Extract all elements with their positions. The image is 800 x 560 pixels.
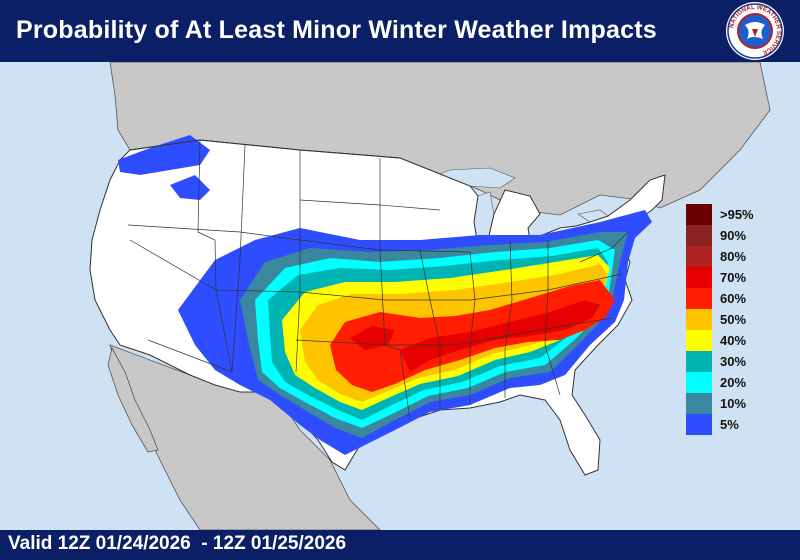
legend-item: 30%	[686, 351, 766, 372]
legend-label: 5%	[720, 417, 739, 432]
legend-swatch	[686, 246, 712, 267]
legend-swatch	[686, 351, 712, 372]
footer-bar: Valid 12Z 01/24/2026 - 12Z 01/25/2026	[0, 530, 800, 560]
prob-5pct-northwest	[118, 135, 210, 175]
state-borders	[127, 139, 629, 421]
border-line	[129, 139, 401, 159]
legend-label: 10%	[720, 396, 747, 411]
legend-label: 80%	[720, 249, 747, 264]
legend-label: >95%	[720, 207, 754, 222]
legend-label: 60%	[720, 291, 747, 306]
legend-item: 40%	[686, 330, 766, 351]
page-title: Probability of At Least Minor Winter Wea…	[16, 16, 657, 44]
legend-swatch	[686, 330, 712, 351]
legend-item: >95%	[686, 204, 766, 225]
valid-time-text: Valid 12Z 01/24/2026 - 12Z 01/25/2026	[8, 533, 347, 554]
legend-swatch	[686, 288, 712, 309]
legend-label: 20%	[720, 375, 747, 390]
legend: >95% 90% 80% 70% 60% 50% 40% 30% 20% 10%…	[686, 204, 766, 435]
legend-label: 50%	[720, 312, 747, 327]
baja-peninsula	[107, 346, 159, 453]
legend-item: 70%	[686, 267, 766, 288]
map	[0, 62, 800, 530]
legend-item: 50%	[686, 309, 766, 330]
legend-item: 20%	[686, 372, 766, 393]
legend-item: 60%	[686, 288, 766, 309]
legend-item: 90%	[686, 225, 766, 246]
legend-swatch	[686, 414, 712, 435]
legend-label: 70%	[720, 270, 747, 285]
legend-item: 5%	[686, 414, 766, 435]
probability-shading	[118, 135, 652, 455]
nws-logo-icon: NATIONAL WEATHER SERVICE	[726, 2, 784, 60]
title-bar: Probability of At Least Minor Winter Wea…	[0, 0, 800, 62]
legend-swatch	[686, 372, 712, 393]
legend-item: 80%	[686, 246, 766, 267]
legend-swatch	[686, 309, 712, 330]
legend-swatch	[686, 204, 712, 225]
legend-swatch	[686, 393, 712, 414]
legend-label: 90%	[720, 228, 747, 243]
legend-swatch	[686, 225, 712, 246]
prob-70pct-area	[400, 300, 600, 372]
legend-item: 10%	[686, 393, 766, 414]
legend-label: 30%	[720, 354, 747, 369]
prob-5pct-rockies	[170, 175, 210, 200]
legend-label: 40%	[720, 333, 747, 348]
legend-swatch	[686, 267, 712, 288]
